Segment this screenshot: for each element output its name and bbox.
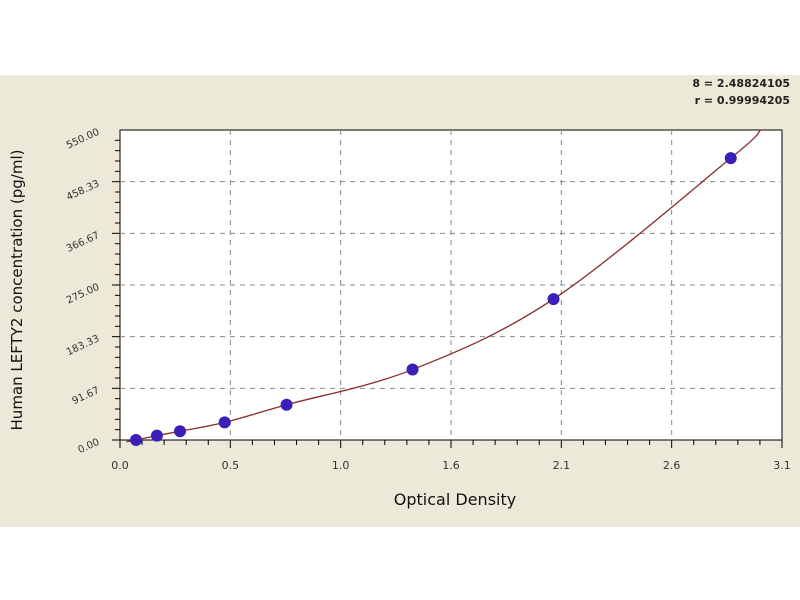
x-tick-label: 1.6 (442, 459, 460, 472)
y-tick-label: 0.00 (76, 437, 101, 456)
data-point (547, 293, 560, 306)
y-tick-label: 275.00 (65, 282, 101, 307)
data-point (174, 425, 187, 438)
fit-stat-r: r = 0.99994205 (694, 94, 790, 107)
data-point (150, 429, 163, 442)
y-tick-label: 91.67 (71, 385, 102, 407)
fit-stat-s: 8 = 2.48824105 (692, 77, 790, 90)
y-tick-label: 366.67 (65, 230, 101, 255)
data-point (406, 363, 419, 376)
data-point (724, 152, 737, 165)
y-axis-label: Human LEFTY2 concentration (pg/ml) (8, 150, 26, 431)
x-tick-label: 0.0 (111, 459, 129, 472)
x-tick-label: 3.1 (773, 459, 791, 472)
x-axis-label: Optical Density (394, 490, 516, 509)
x-tick-label: 0.5 (222, 459, 240, 472)
y-tick-label: 183.33 (65, 333, 101, 358)
x-tick-label: 1.0 (332, 459, 350, 472)
data-point (218, 416, 231, 429)
data-point (280, 398, 293, 411)
data-point (130, 434, 143, 446)
y-tick-label: 458.33 (65, 178, 101, 203)
y-tick-label: 550.00 (65, 127, 101, 152)
x-tick-label: 2.1 (553, 459, 571, 472)
x-tick-label: 2.6 (663, 459, 681, 472)
